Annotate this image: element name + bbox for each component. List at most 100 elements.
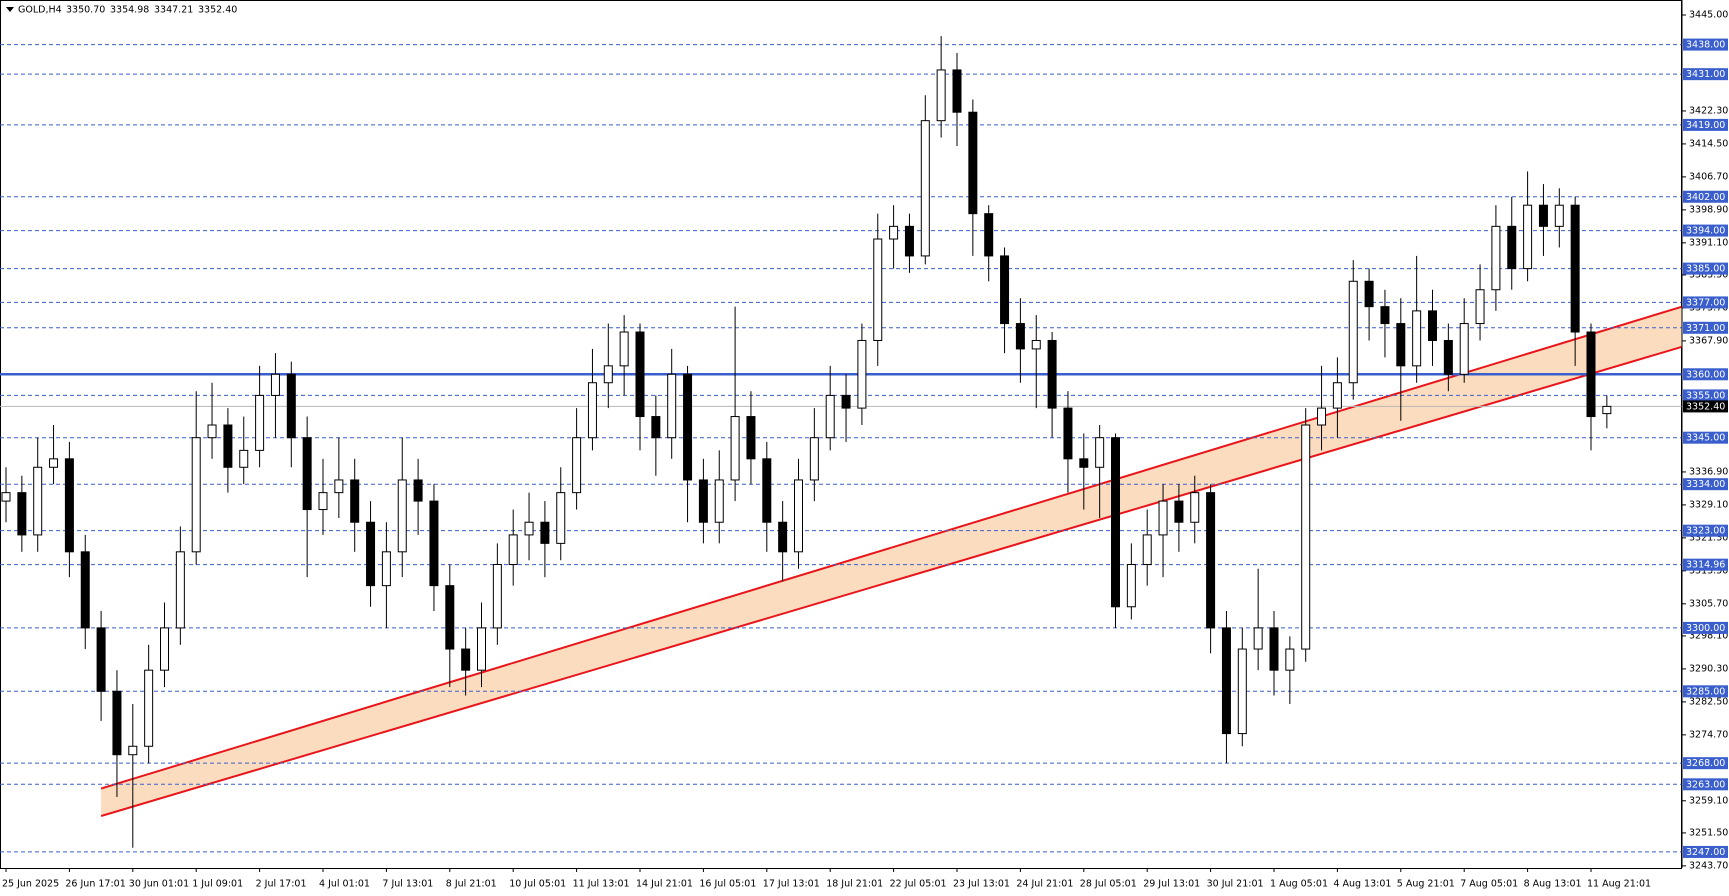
level-box [1683,38,1728,51]
y-tick-label: 3243.70 [1689,860,1728,871]
candle-body [64,458,74,553]
candle-body [1523,204,1533,270]
candle-body [762,458,772,523]
candle-body [239,449,249,468]
candle-body [1158,500,1168,536]
channel-fill [101,306,1683,817]
y-tick-label: 3414.50 [1689,138,1728,149]
candle-body [1538,204,1548,227]
candle-body [714,479,724,523]
candle-body [936,69,946,122]
candle-body [1332,382,1342,409]
y-tick-label: 3274.70 [1689,729,1728,740]
header-value: 3350.70 [66,5,105,16]
level-label: 3285.00 [1686,686,1725,697]
level-box [1683,478,1728,491]
candle-body [508,534,518,566]
y-tick-label: 3313.50 [1689,565,1728,576]
candle-body [873,238,883,341]
candle-body [80,551,90,629]
candle-body [1396,323,1406,367]
level-box [1683,845,1728,858]
level-box [1683,190,1728,203]
x-tick-label: 30 Jul 21:01 [1207,879,1264,890]
candle-body [968,111,978,215]
y-tick-label: 3329.10 [1689,499,1728,510]
candle-body [587,382,597,439]
level-box [1683,757,1728,770]
candle-body [1602,405,1612,415]
level-label: 3385.00 [1686,264,1725,275]
header-value: 3347.21 [154,5,193,16]
candle-body [1015,323,1025,350]
x-tick-label: 11 Aug 21:01 [1587,879,1651,890]
level-label: 3377.00 [1686,297,1725,308]
candle-body [683,373,693,481]
candle-body [889,225,899,240]
level-label: 3268.00 [1686,758,1725,769]
level-box [1683,778,1728,791]
candle-body [429,500,439,587]
candle-body [635,331,645,418]
candle-body [492,564,502,629]
candle-body [1,492,11,502]
header-value: 3354.98 [110,5,149,16]
candle-body [667,373,677,439]
level-box [1683,321,1728,334]
level-label: 3371.00 [1686,323,1725,334]
level-label: 3314.96 [1686,560,1725,571]
candle-body [1221,627,1231,735]
current-price-label: 3352.40 [1686,401,1725,412]
level-label: 3334.00 [1686,479,1725,490]
candle-body [96,627,106,692]
x-tick-label: 10 Jul 05:01 [509,879,566,890]
candle-body [1095,437,1105,468]
candle-body [825,394,835,439]
candle-body [1412,310,1422,367]
candle-body [1190,492,1200,523]
candle-body [1174,500,1184,523]
plot-frame [0,0,1682,869]
menu-arrow [6,7,14,12]
candle-body [1000,255,1010,325]
candle-body [33,466,43,536]
candle-body [603,365,613,384]
candle-body [112,690,122,756]
candle-body [1031,339,1041,350]
candle-body [255,394,265,451]
level-box [1683,68,1728,81]
candle-body [1206,492,1216,629]
candle-body [1554,204,1564,227]
x-tick-label: 24 Jul 21:01 [1016,879,1073,890]
candle-body [794,479,803,553]
level-label: 3355.00 [1686,390,1725,401]
x-tick-label: 7 Jul 13:01 [382,879,433,890]
candle-body [207,424,217,439]
candle-body [49,458,59,468]
y-tick-label: 3445.00 [1689,9,1728,20]
candle-body [461,648,471,671]
level-label: 3394.00 [1686,226,1725,237]
x-tick-label: 17 Jul 13:01 [763,879,820,890]
x-tick-label: 26 Jun 17:01 [65,879,125,890]
candle-body [318,492,328,511]
level-label: 3263.00 [1686,779,1725,790]
candle-body [746,416,756,460]
x-tick-label: 16 Jul 05:01 [699,879,756,890]
x-tick-label: 5 Aug 21:01 [1397,879,1455,890]
candle-body [1063,407,1073,460]
candle-body [144,669,154,747]
candle-body [841,394,851,409]
candle-body [397,479,407,553]
x-tick-label: 29 Jul 13:01 [1143,879,1200,890]
x-tick-label: 2 Jul 17:01 [256,879,307,890]
y-tick-label: 3406.70 [1689,171,1728,182]
y-tick-label: 3282.50 [1689,696,1728,707]
candle-body [904,225,914,257]
current-price-box [1683,400,1728,413]
candle-body [1491,225,1501,291]
x-tick-label: 8 Aug 13:01 [1524,879,1582,890]
candle-body [1443,339,1453,375]
candle-body [651,416,661,439]
x-tick-label: 8 Jul 21:01 [446,879,497,890]
